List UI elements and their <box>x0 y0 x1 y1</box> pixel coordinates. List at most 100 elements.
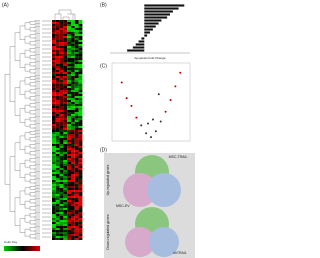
heat-cell <box>63 200 68 202</box>
heat-cell <box>55 44 60 46</box>
heat-cell <box>63 160 68 162</box>
heat-cell <box>71 148 75 150</box>
heat-cell <box>71 80 75 82</box>
heat-cell <box>52 56 56 58</box>
heat-cell <box>71 108 75 110</box>
heat-cell <box>52 190 56 192</box>
heat-cell <box>55 118 60 120</box>
branch <box>34 119 40 123</box>
heat-cell <box>74 116 79 118</box>
heat-cell <box>74 78 79 80</box>
heat-cell <box>59 130 64 132</box>
heat-cell <box>59 228 64 230</box>
heat-cell <box>78 54 83 56</box>
heat-cell <box>71 34 75 36</box>
heat-cell <box>63 162 68 164</box>
heat-cell <box>71 150 75 152</box>
heat-cell <box>67 90 71 92</box>
heat-cell <box>52 32 56 34</box>
heat-cell <box>67 78 71 80</box>
heat-cell <box>74 216 79 218</box>
heat-cell <box>67 140 71 142</box>
heat-cell <box>52 50 56 52</box>
heat-cell <box>74 180 79 182</box>
heat-cell <box>74 210 79 212</box>
point <box>140 124 143 127</box>
heat-cell <box>52 44 56 46</box>
heat-cell <box>71 40 75 42</box>
heat-cell <box>67 194 71 196</box>
heat-cell <box>59 140 64 142</box>
heat-cell <box>55 92 60 94</box>
heat-cell <box>63 180 68 182</box>
heat-cell <box>78 44 83 46</box>
branch <box>29 165 35 170</box>
heat-cell <box>74 68 79 70</box>
heat-cell <box>74 192 79 194</box>
heat-cell <box>63 106 68 108</box>
heat-cell <box>52 116 56 118</box>
heat-cell <box>78 168 83 170</box>
heat-cell <box>74 30 79 32</box>
branch <box>34 78 40 81</box>
heat-cell <box>59 86 64 88</box>
heat-cell <box>71 122 75 124</box>
heat-cell <box>67 142 71 144</box>
heat-cell <box>59 108 64 110</box>
heat-cell <box>59 34 64 36</box>
heat-cell <box>55 164 60 166</box>
point <box>125 97 128 100</box>
heat-cell <box>55 24 60 26</box>
heat-cell <box>55 172 60 174</box>
heat-cell <box>71 142 75 144</box>
heat-cell <box>74 172 79 174</box>
heat-cell <box>52 178 56 180</box>
heat-cell <box>71 152 75 154</box>
heat-cell <box>63 232 68 234</box>
heat-cell <box>71 232 75 234</box>
branch <box>29 110 35 115</box>
heat-cell <box>67 116 71 118</box>
heat-cell <box>67 122 71 124</box>
heat-cell <box>63 28 68 30</box>
heat-cell <box>74 96 79 98</box>
heat-cell <box>55 160 60 162</box>
heat-cell <box>63 46 68 48</box>
heat-cell <box>67 118 71 120</box>
branch <box>14 142 20 171</box>
heat-cell <box>52 38 56 40</box>
heat-cell <box>78 60 83 62</box>
heat-cell <box>71 216 75 218</box>
heat-cell <box>78 120 83 122</box>
heat-cell <box>78 100 83 102</box>
heat-cell <box>67 72 71 74</box>
heat-cell <box>52 150 56 152</box>
heat-cell <box>78 174 83 176</box>
branch <box>29 21 35 25</box>
branch <box>14 87 20 116</box>
heat-cell <box>78 108 83 110</box>
heat-cell <box>63 134 68 136</box>
heat-cell <box>78 236 83 238</box>
heat-cell <box>71 50 75 52</box>
heat-cell <box>63 44 68 46</box>
heat-cell <box>59 198 64 200</box>
heat-cell <box>59 214 64 216</box>
heat-cell <box>63 50 68 52</box>
heat-cell <box>52 102 56 104</box>
heat-cell <box>74 66 79 68</box>
bar <box>138 40 145 43</box>
heat-cell <box>55 216 60 218</box>
heat-cell <box>78 122 83 124</box>
heat-cell <box>52 74 56 76</box>
branch <box>34 102 40 105</box>
branch <box>34 208 40 212</box>
heat-cell <box>71 42 75 44</box>
heat-cell <box>67 76 71 78</box>
branch <box>34 188 40 191</box>
heat-cell <box>78 214 83 216</box>
heat-cell <box>67 108 71 110</box>
heat-cell <box>52 202 56 204</box>
heat-cell <box>78 178 83 180</box>
heat-cell <box>74 54 79 56</box>
